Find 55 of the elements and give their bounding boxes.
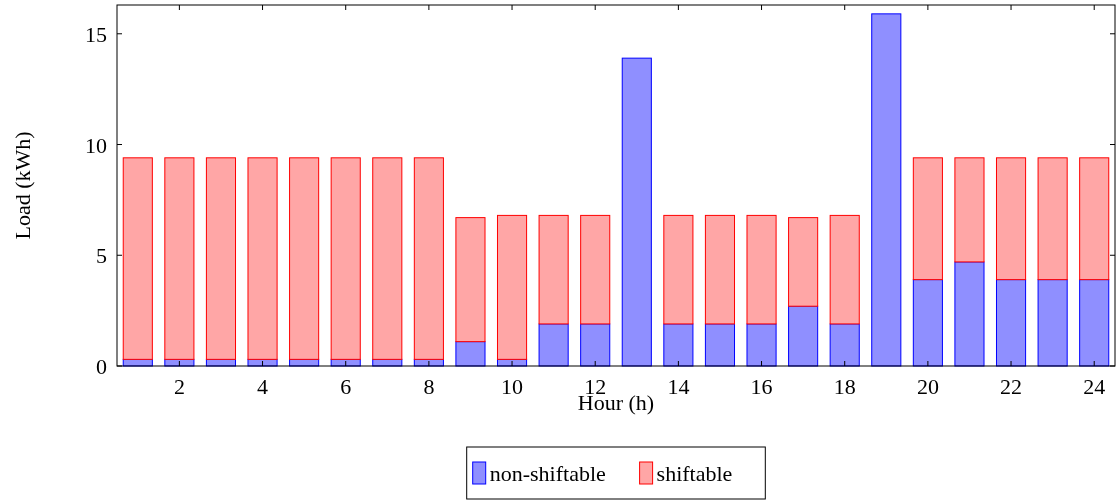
bar	[1079, 279, 1110, 367]
bar	[455, 217, 486, 343]
bar	[330, 157, 361, 360]
bar	[289, 157, 320, 360]
bar	[704, 323, 736, 367]
bar	[538, 214, 569, 325]
bar	[788, 217, 819, 307]
y-tick-label: 10	[85, 132, 107, 158]
bar	[912, 157, 943, 281]
bar	[954, 157, 985, 263]
x-tick-label: 24	[1083, 374, 1106, 399]
bar	[372, 157, 403, 360]
bar	[995, 157, 1027, 281]
x-tick-label: 20	[916, 374, 939, 399]
x-tick-label: 14	[667, 374, 690, 399]
y-axis-title: Load (kWh)	[10, 131, 35, 240]
legend-label: non-shiftable	[489, 461, 606, 486]
bar	[164, 157, 195, 360]
x-tick-label: 22	[1000, 374, 1023, 399]
y-tick-label: 0	[96, 354, 107, 379]
bar	[995, 279, 1027, 367]
bar	[663, 214, 694, 325]
y-tick-label: 15	[85, 21, 107, 47]
bar	[455, 341, 486, 367]
x-tick-label: 2	[173, 374, 185, 399]
bar	[871, 13, 902, 367]
bar	[912, 279, 943, 367]
x-tick-label: 6	[340, 374, 352, 399]
bar	[580, 323, 611, 367]
bar	[205, 157, 237, 360]
bar	[788, 305, 819, 367]
bar	[829, 323, 860, 367]
bar	[746, 323, 777, 367]
bar	[580, 214, 611, 325]
x-tick-label: 4	[257, 374, 269, 399]
bar	[413, 157, 444, 360]
x-tick-label: 16	[750, 374, 773, 399]
bar	[538, 323, 569, 367]
bar	[621, 57, 652, 367]
bar	[954, 261, 985, 367]
x-tick-label: 8	[423, 374, 435, 399]
bar	[1079, 157, 1110, 281]
bar	[1037, 279, 1068, 367]
x-tick-label: 10	[501, 374, 524, 399]
bar	[704, 214, 736, 325]
bar	[746, 214, 777, 325]
bar	[1037, 157, 1068, 281]
bar	[122, 157, 153, 360]
bar	[829, 214, 860, 325]
bar	[496, 214, 528, 360]
x-tick-label: 18	[833, 374, 856, 399]
bar	[663, 323, 694, 367]
legend-label: shiftable	[656, 461, 733, 486]
bar	[247, 157, 278, 360]
y-tick-label: 5	[96, 243, 107, 269]
